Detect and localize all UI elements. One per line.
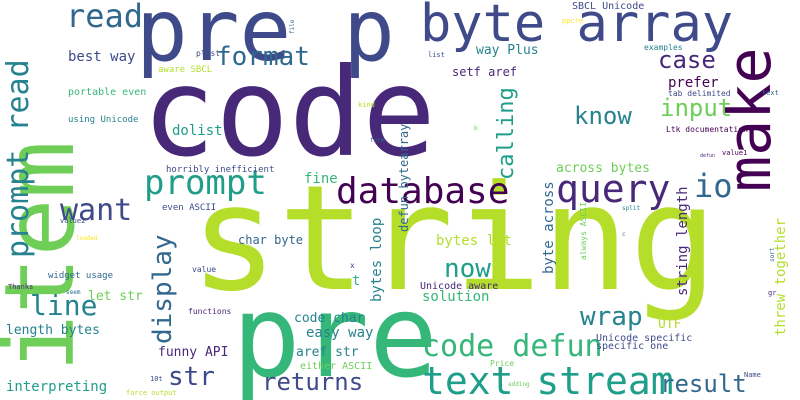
word: ppcre xyxy=(562,17,584,25)
word: x xyxy=(350,261,355,270)
word: t xyxy=(352,273,361,289)
word: prompt read xyxy=(1,59,36,258)
word: pre xyxy=(232,270,438,400)
word: case xyxy=(658,46,716,74)
word: database xyxy=(336,171,510,212)
word: setf aref xyxy=(452,65,518,79)
word: always ASCII xyxy=(579,202,588,260)
word: know xyxy=(574,102,632,130)
word: code xyxy=(142,42,436,184)
word: examples xyxy=(644,43,683,52)
word: Price xyxy=(490,359,515,368)
word: fine xyxy=(304,171,338,187)
word: value xyxy=(192,265,217,274)
word: Unicode aware xyxy=(420,281,499,292)
word: file xyxy=(289,19,296,34)
word: seem xyxy=(66,289,81,296)
word: calling xyxy=(494,87,519,180)
word: interpreting xyxy=(6,379,108,395)
word: line xyxy=(30,289,98,322)
word: kind xyxy=(358,101,375,109)
word: b xyxy=(474,125,478,132)
word: wrap xyxy=(580,302,643,332)
word: across bytes xyxy=(556,161,650,176)
word: either ASCII xyxy=(300,361,373,372)
word: prompt xyxy=(144,163,267,203)
word: text xyxy=(762,89,779,97)
word: specific one xyxy=(596,341,669,352)
word: value2 xyxy=(60,217,86,225)
word: c xyxy=(622,231,626,238)
word: string length xyxy=(675,186,691,296)
word: defun xyxy=(700,153,716,159)
word: horribly inefficient xyxy=(166,165,275,175)
word: UTF xyxy=(658,317,682,332)
word: portable even xyxy=(68,87,147,98)
word: sort xyxy=(769,247,776,262)
word: bytes loop xyxy=(369,217,385,302)
word: Unicode specific xyxy=(596,333,693,344)
word: aware SBCL xyxy=(158,65,213,75)
word: bytes let xyxy=(436,233,512,249)
word: format xyxy=(216,42,310,72)
word: form xyxy=(370,137,385,144)
word: want xyxy=(60,193,133,228)
word: Name xyxy=(744,371,761,379)
word: adding xyxy=(508,381,530,388)
word: loaded xyxy=(76,235,98,242)
word: threw together xyxy=(773,217,789,336)
word: code defun xyxy=(422,329,603,364)
word: byte across xyxy=(541,181,557,274)
word: defun bytearray xyxy=(397,123,411,232)
word: 10t xyxy=(150,375,163,383)
word: tab delimited xyxy=(668,89,731,98)
word: text stream xyxy=(422,359,674,400)
word: widget usage xyxy=(48,271,114,281)
word: byte array xyxy=(420,0,734,54)
word: best way xyxy=(68,49,136,65)
word: prefer xyxy=(668,75,719,91)
word: now xyxy=(444,254,491,284)
word: way Plus xyxy=(476,43,539,58)
word: Thanks xyxy=(8,283,34,291)
word: funny API xyxy=(158,345,229,360)
word: force output xyxy=(126,389,177,397)
word: functions xyxy=(188,307,232,316)
word: display xyxy=(148,234,178,344)
word: code char xyxy=(294,311,365,326)
word: SBCL Unicode xyxy=(572,1,645,12)
word: string xyxy=(190,154,718,324)
word: result xyxy=(660,370,747,398)
word: list xyxy=(428,51,445,59)
word: Ltk documentation xyxy=(666,125,748,134)
word: dolist xyxy=(172,123,223,139)
word: io xyxy=(694,167,733,205)
word: easy way xyxy=(306,325,374,341)
word: solution xyxy=(422,289,490,305)
word: value1 xyxy=(722,149,748,157)
word: using Unicode xyxy=(68,115,139,125)
word: gr xyxy=(768,289,777,297)
word: aref str xyxy=(296,345,359,360)
word: split xyxy=(622,205,641,212)
word: query xyxy=(556,167,671,211)
word: returns xyxy=(262,368,364,396)
word: str xyxy=(168,362,215,392)
word: even ASCII xyxy=(162,203,217,213)
word: input xyxy=(660,94,733,122)
word: pre p xyxy=(136,0,395,81)
word: plist xyxy=(196,49,221,58)
word: let str xyxy=(88,289,143,304)
word: length bytes xyxy=(6,323,100,338)
word: read xyxy=(66,0,144,35)
word: char byte xyxy=(238,233,304,247)
